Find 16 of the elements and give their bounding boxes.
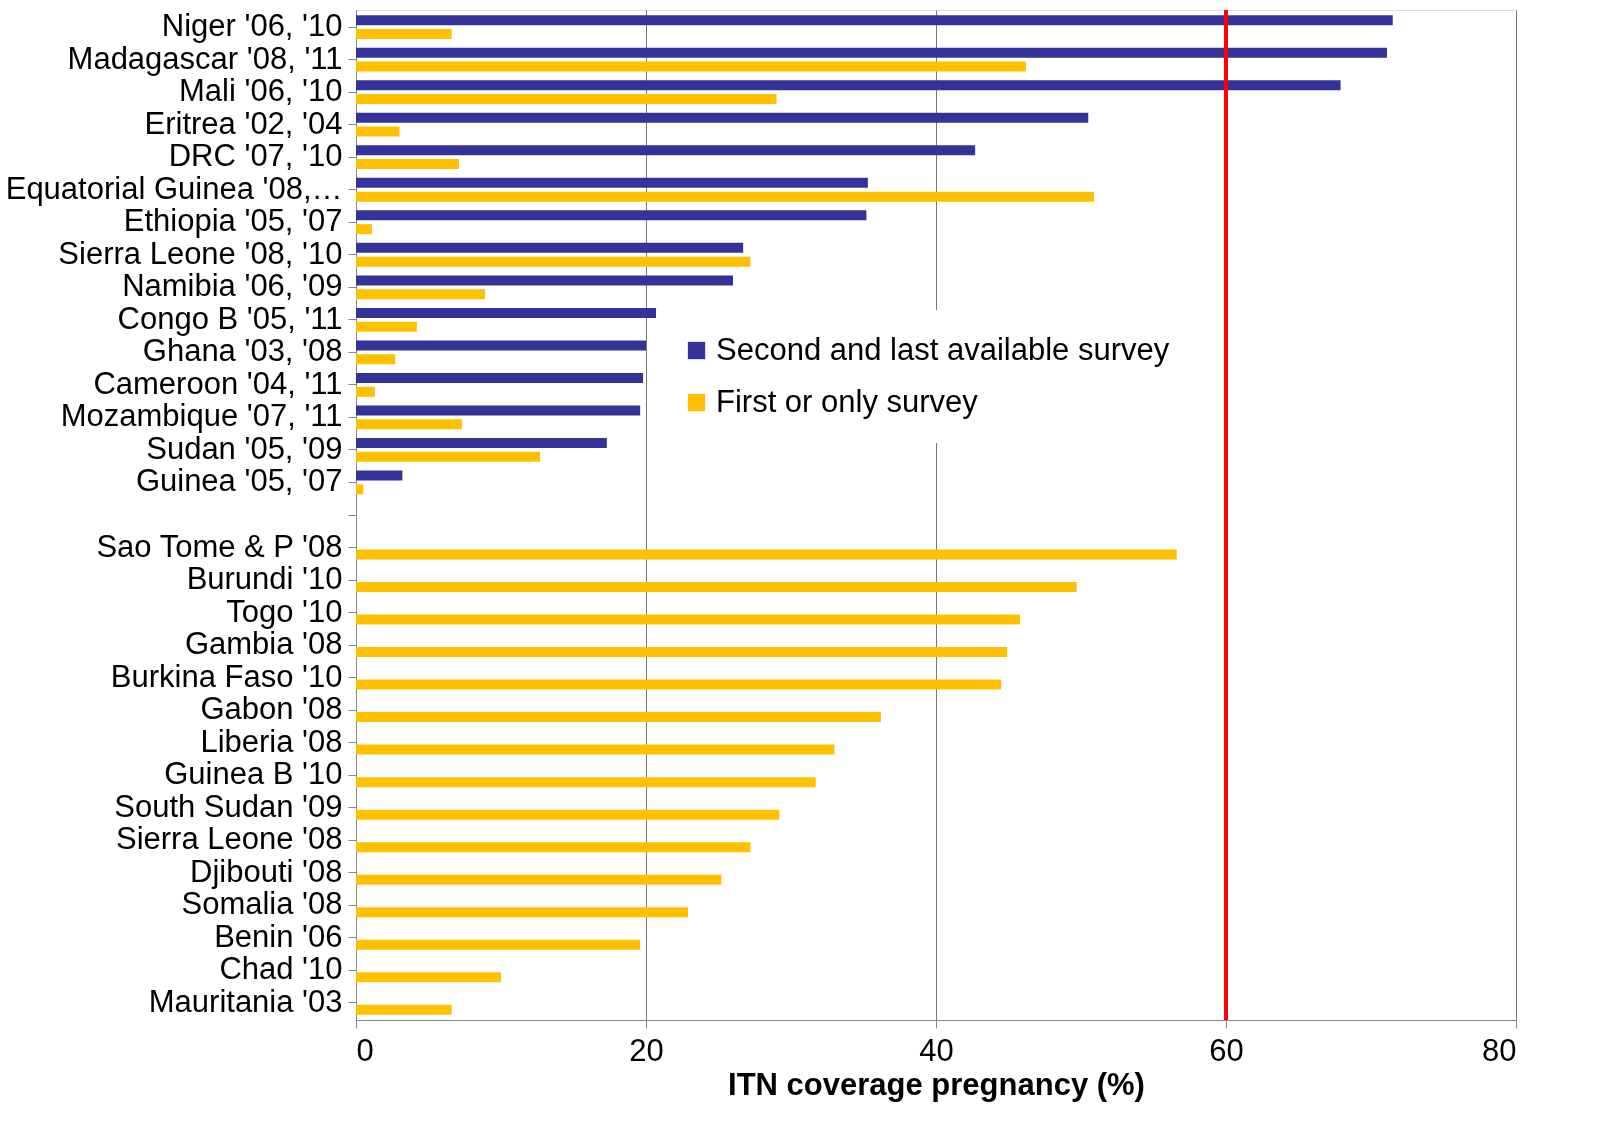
x-tick-label: 80 — [1482, 1032, 1517, 1068]
legend-label: First or only survey — [716, 383, 979, 419]
x-tick-label: 60 — [1209, 1032, 1244, 1068]
y-tick-label: Niger '06, '10 — [161, 8, 343, 44]
y-tick-label: Benin '06 — [214, 918, 343, 954]
x-tick-label: 40 — [919, 1032, 954, 1068]
y-tick-label: Ethiopia '05, '07 — [123, 203, 343, 239]
y-tick-label: Cameroon '04, '11 — [93, 365, 343, 401]
y-tick-label: Guinea '05, '07 — [135, 463, 343, 499]
x-tick-label: 20 — [629, 1032, 664, 1068]
y-tick-label: Mozambique '07, '11 — [60, 398, 343, 434]
x-tick-label: 0 — [356, 1032, 374, 1068]
x-axis-title: ITN coverage pregnancy (%) — [728, 1066, 1145, 1102]
y-tick-label: Sao Tome & P '08 — [96, 528, 343, 564]
y-tick-label: Burkina Faso '10 — [110, 658, 343, 694]
legend-label: Second and last available survey — [716, 331, 1170, 367]
